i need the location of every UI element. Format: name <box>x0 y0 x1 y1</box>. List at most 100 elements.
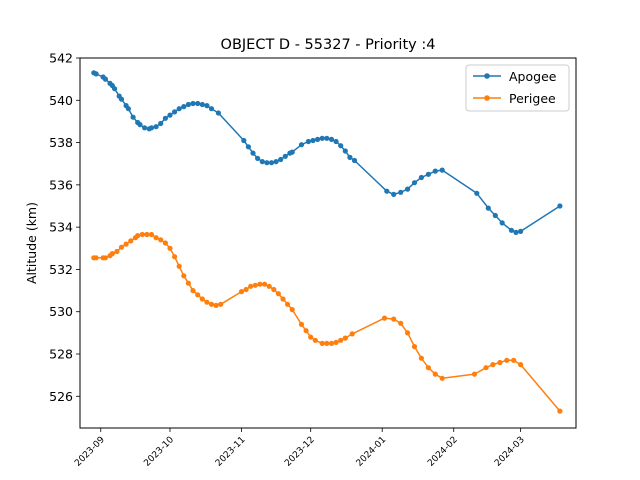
data-point-apogee <box>250 150 256 156</box>
series-apogee <box>91 70 563 235</box>
data-point-perigee <box>504 357 510 363</box>
data-point-apogee <box>513 229 519 235</box>
data-point-apogee <box>273 159 279 165</box>
data-point-perigee <box>109 251 115 257</box>
data-point-perigee <box>319 340 325 346</box>
data-point-perigee <box>511 357 517 363</box>
data-point-perigee <box>172 254 178 260</box>
data-point-apogee <box>199 101 205 108</box>
y-tick-label: 534 <box>49 220 73 235</box>
data-point-apogee <box>342 148 348 154</box>
data-point-apogee <box>93 71 99 77</box>
data-point-apogee <box>208 106 215 112</box>
data-point-apogee <box>439 167 445 173</box>
data-point-apogee <box>405 186 411 192</box>
plot-frame <box>79 57 577 429</box>
y-tick-label: 530 <box>49 304 73 319</box>
data-point-apogee <box>148 125 155 131</box>
y-tick-label: 532 <box>49 262 73 277</box>
data-point-perigee <box>312 337 318 343</box>
data-point-apogee <box>241 137 247 144</box>
data-point-apogee <box>411 180 418 186</box>
legend: Apogee Perigee <box>465 64 570 112</box>
data-point-apogee <box>485 205 491 211</box>
data-point-perigee <box>338 337 344 343</box>
data-point-perigee <box>118 244 125 250</box>
data-point-apogee <box>351 157 358 164</box>
data-point-perigee <box>471 371 478 377</box>
legend-label-apogee: Apogee <box>509 69 557 84</box>
data-point-apogee <box>333 138 339 145</box>
data-point-apogee <box>432 168 438 174</box>
data-point-apogee <box>398 189 404 195</box>
data-point-perigee <box>405 330 411 336</box>
data-point-apogee <box>176 106 182 112</box>
data-point-apogee <box>245 144 251 150</box>
data-point-perigee <box>208 301 215 307</box>
data-point-perigee <box>324 340 330 346</box>
data-point-perigee <box>114 248 120 255</box>
data-point-perigee <box>518 362 524 368</box>
data-point-perigee <box>483 365 489 371</box>
data-point-perigee <box>303 328 309 334</box>
data-point-perigee <box>252 282 258 288</box>
chart-title: OBJECT D - 55327 - Priority :4 <box>221 37 436 53</box>
data-point-apogee <box>278 156 284 163</box>
data-point-apogee <box>118 96 125 102</box>
data-point-perigee <box>328 340 335 346</box>
data-point-apogee <box>305 138 311 145</box>
data-point-perigee <box>190 288 196 294</box>
data-point-apogee <box>142 125 148 131</box>
data-point-apogee <box>264 160 270 166</box>
data-point-perigee <box>148 231 155 238</box>
data-point-perigee <box>398 320 404 326</box>
y-tick-label: 528 <box>49 347 73 362</box>
data-point-apogee <box>315 136 321 142</box>
data-point-perigee <box>411 344 418 350</box>
data-point-perigee <box>102 255 108 261</box>
data-point-perigee <box>425 365 431 371</box>
data-point-perigee <box>262 281 268 287</box>
data-point-apogee <box>518 228 524 234</box>
data-point-apogee <box>298 142 305 148</box>
data-point-apogee <box>268 160 275 166</box>
data-point-perigee <box>381 315 388 321</box>
data-point-perigee <box>497 359 503 366</box>
data-point-perigee <box>248 283 254 289</box>
data-point-perigee <box>391 316 397 322</box>
data-point-perigee <box>213 302 219 308</box>
data-point-perigee <box>333 339 339 345</box>
data-point-perigee <box>128 238 134 244</box>
data-point-perigee <box>243 286 249 293</box>
data-point-perigee <box>181 273 187 279</box>
data-point-apogee <box>508 227 514 233</box>
legend-marker-apogee <box>484 73 490 79</box>
plot-content <box>91 70 563 414</box>
data-point-apogee <box>181 104 187 110</box>
data-point-perigee <box>238 289 245 295</box>
data-point-apogee <box>282 153 288 159</box>
data-point-apogee <box>167 112 173 118</box>
data-point-apogee <box>204 103 210 109</box>
data-point-perigee <box>349 331 355 337</box>
data-point-apogee <box>418 174 424 181</box>
data-point-apogee <box>255 155 261 161</box>
data-point-perigee <box>432 371 438 377</box>
data-point-apogee <box>328 136 335 142</box>
data-point-apogee <box>125 106 131 112</box>
data-point-perigee <box>266 283 272 289</box>
data-point-apogee <box>384 188 390 194</box>
data-point-apogee <box>289 149 295 155</box>
legend-entry-perigee: Perigee <box>473 91 556 106</box>
data-point-apogee <box>137 122 143 128</box>
data-point-perigee <box>280 296 286 302</box>
data-point-perigee <box>167 245 173 251</box>
data-point-perigee <box>93 255 99 261</box>
data-point-perigee <box>490 362 496 368</box>
data-point-apogee <box>557 203 563 209</box>
legend-marker-perigee <box>484 95 490 101</box>
series-perigee <box>91 231 563 414</box>
data-point-perigee <box>123 241 129 247</box>
data-point-apogee <box>158 120 164 127</box>
data-point-perigee <box>144 231 150 238</box>
